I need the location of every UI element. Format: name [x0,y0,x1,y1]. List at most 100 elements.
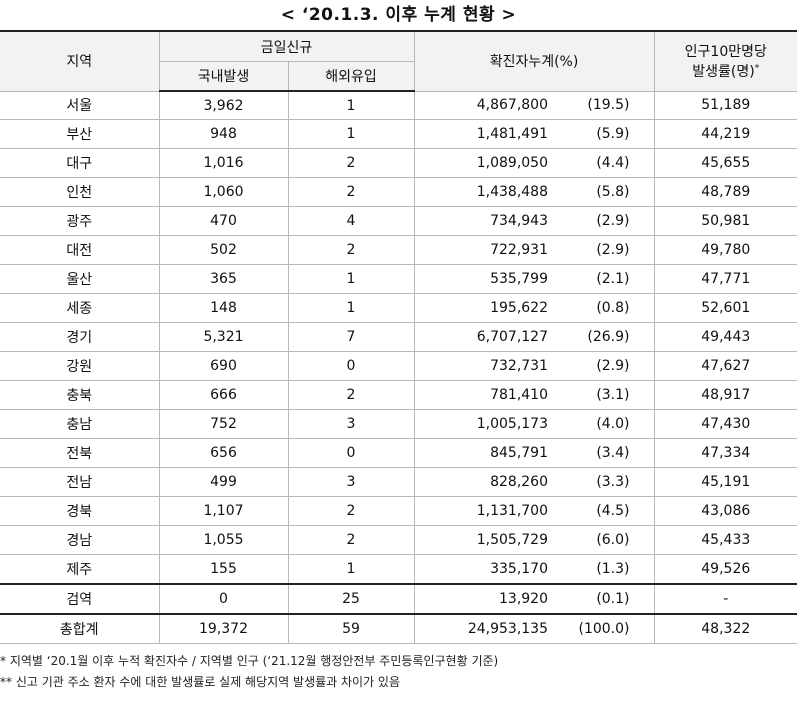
cell-domestic: 1,016 [158,148,289,178]
cell-domestic: 5,321 [158,322,289,352]
table-row: 세종 148 1 195,622 (0.8) 52,601 [0,293,797,323]
cell-overseas: 3 [287,467,415,497]
cell-domestic: 948 [158,119,289,149]
cell-pct: (2.9) [564,206,655,236]
table-row: 경기 5,321 7 6,707,127 (26.9) 49,443 [0,322,797,352]
cell-region: 울산 [0,264,160,294]
table-row: 대전 502 2 722,931 (2.9) 49,780 [0,235,797,265]
cell-region: 충북 [0,380,160,410]
table-row: 부산 948 1 1,481,491 (5.9) 44,219 [0,119,797,149]
cell-rate: 45,655 [653,148,797,178]
cell-pct: (2.9) [564,351,655,381]
cell-pct: (3.4) [564,438,655,468]
cell-cumulative: 1,005,173 [413,409,564,439]
cell-rate: 50,981 [653,206,797,236]
cell-region: 충남 [0,409,160,439]
cell-pct: (5.8) [564,177,655,207]
cell-rate: 51,189 [653,91,797,120]
cell-rate: 52,601 [653,293,797,323]
cell-overseas: 1 [287,91,415,120]
cell-domestic: 365 [158,264,289,294]
cell-region: 총합계 [0,613,160,644]
cell-domestic: 502 [158,235,289,265]
table-row: 광주 470 4 734,943 (2.9) 50,981 [0,206,797,236]
cell-pct: (19.5) [564,91,655,120]
table-row: 경북 1,107 2 1,131,700 (4.5) 43,086 [0,496,797,526]
header-rate-line2: 발생률(명) [692,64,755,81]
cell-domestic: 1,107 [158,496,289,526]
table-row: 강원 690 0 732,731 (2.9) 47,627 [0,351,797,381]
cell-region: 광주 [0,206,160,236]
cell-pct: (6.0) [564,525,655,555]
cell-cumulative: 1,089,050 [413,148,564,178]
cell-cumulative: 535,799 [413,264,564,294]
cell-overseas: 1 [287,293,415,323]
cell-rate: 45,433 [653,525,797,555]
footnotes: * 지역별 ‘20.1월 이후 누적 확진자수 / 지역별 인구 (‘21.12… [0,651,797,693]
cell-domestic: 470 [158,206,289,236]
table-row: 인천 1,060 2 1,438,488 (5.8) 48,789 [0,177,797,207]
header-rate-line1: 인구10만명당 [684,44,767,61]
cell-pct: (3.1) [564,380,655,410]
cell-cumulative: 6,707,127 [413,322,564,352]
cell-overseas: 7 [287,322,415,352]
cell-overseas: 1 [287,554,415,585]
cell-rate: 49,526 [653,554,797,585]
cell-cumulative: 828,260 [413,467,564,497]
cell-pct: (100.0) [564,613,655,644]
cell-rate: 48,322 [653,613,797,644]
cell-domestic: 19,372 [158,613,289,644]
cell-overseas: 2 [287,525,415,555]
cell-overseas: 2 [287,380,415,410]
cell-pct: (1.3) [564,554,655,585]
cell-rate: 45,191 [653,467,797,497]
cell-rate: 47,771 [653,264,797,294]
cell-region: 대전 [0,235,160,265]
cell-region: 전북 [0,438,160,468]
cell-pct: (4.0) [564,409,655,439]
cell-overseas: 1 [287,264,415,294]
cell-rate: 48,789 [653,177,797,207]
table-row: 전북 656 0 845,791 (3.4) 47,334 [0,438,797,468]
cell-overseas: 59 [287,613,415,644]
cell-cumulative: 722,931 [413,235,564,265]
cell-cumulative: 734,943 [413,206,564,236]
cell-domestic: 752 [158,409,289,439]
cell-cumulative: 4,867,800 [413,91,564,120]
table-row: 서울 3,962 1 4,867,800 (19.5) 51,189 [0,91,797,120]
cell-region: 경북 [0,496,160,526]
cell-rate: 47,430 [653,409,797,439]
cell-overseas: 2 [287,235,415,265]
cell-region: 전남 [0,467,160,497]
page-title: < ‘20.1.3. 이후 누계 현황 > [280,5,517,25]
header-region: 지역 [0,30,160,92]
cell-rate: 49,780 [653,235,797,265]
total-row: 총합계 19,372 59 24,953,135 (100.0) 48,322 [0,613,797,644]
cell-rate: 44,219 [653,119,797,149]
cell-region: 검역 [0,583,160,615]
cell-region: 세종 [0,293,160,323]
cell-domestic: 0 [158,583,289,615]
cell-region: 경기 [0,322,160,352]
cell-domestic: 656 [158,438,289,468]
cell-rate: 47,627 [653,351,797,381]
cell-overseas: 0 [287,351,415,381]
cell-cumulative: 781,410 [413,380,564,410]
cell-domestic: 666 [158,380,289,410]
cell-rate: - [653,583,797,615]
cell-pct: (3.3) [564,467,655,497]
cell-pct: (2.9) [564,235,655,265]
cell-region: 부산 [0,119,160,149]
cell-pct: (26.9) [564,322,655,352]
cell-overseas: 2 [287,496,415,526]
cumulative-status-table: 지역 금일신규 확진자누계(%) 인구10만명당 발생률(명)* 국내발생 해외… [0,30,797,644]
cell-pct: (2.1) [564,264,655,294]
header-domestic: 국내발생 [159,61,289,92]
cell-domestic: 1,060 [158,177,289,207]
cell-overseas: 2 [287,177,415,207]
cell-overseas: 0 [287,438,415,468]
footnote-2: ** 신고 기관 주소 환자 수에 대한 발생률로 실제 해당지역 발생률과 차… [0,675,401,689]
cell-region: 강원 [0,351,160,381]
cell-overseas: 3 [287,409,415,439]
cell-cumulative: 1,438,488 [413,177,564,207]
